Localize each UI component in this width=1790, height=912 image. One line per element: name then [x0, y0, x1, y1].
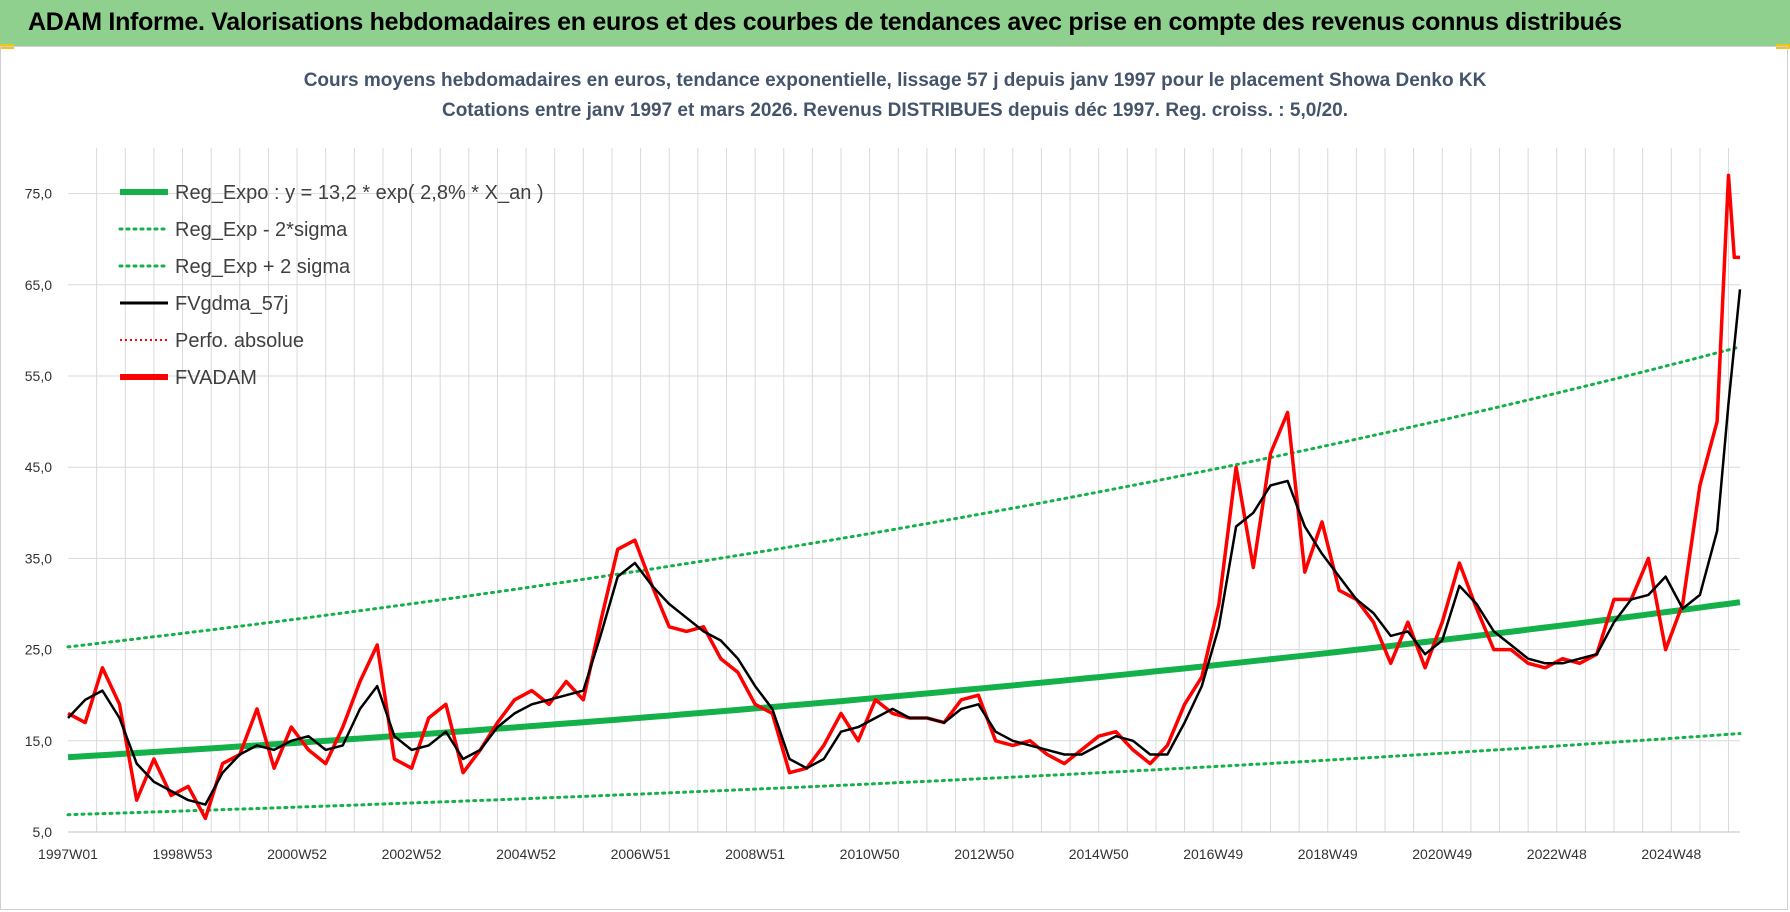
y-tick-label: 65,0 [25, 277, 52, 293]
x-tick-label: 2014W50 [1069, 846, 1129, 862]
x-tick-label: 2018W49 [1298, 846, 1358, 862]
y-tick-label: 35,0 [25, 550, 52, 566]
x-tick-label: 2008W51 [725, 846, 785, 862]
y-tick-label: 5,0 [33, 824, 53, 840]
report-title: ADAM Informe. Valorisations hebdomadaire… [28, 8, 1622, 36]
series-fvgdma-57j [67, 289, 1742, 806]
legend-label: Reg_Exp - 2*sigma [175, 219, 348, 241]
x-tick-label: 1998W53 [153, 846, 213, 862]
report-banner: ADAM Informe. Valorisations hebdomadaire… [0, 0, 1790, 47]
y-tick-label: 45,0 [25, 459, 52, 475]
legend-label: FVgdma_57j [175, 293, 288, 315]
x-tick-label: 2020W49 [1412, 846, 1472, 862]
x-tick-label: 2010W50 [840, 846, 900, 862]
grid [68, 148, 1740, 833]
x-tick-label: 2000W52 [267, 846, 327, 862]
legend: Reg_Expo : y = 13,2 * exp( 2,8% * X_an )… [118, 182, 544, 389]
legend-label: FVADAM [175, 367, 257, 389]
y-tick-label: 55,0 [25, 368, 52, 384]
x-tick-label: 2002W52 [382, 846, 442, 862]
chart-subtitle: Cotations entre janv 1997 et mars 2026. … [442, 100, 1348, 121]
chart-title: Cours moyens hebdomadaires en euros, ten… [304, 70, 1487, 91]
axes: 5,0 15,0 25,0 35,0 45,0 55,0 65,0 75,0 1997W01 19… [25, 186, 1740, 862]
legend-label: Reg_Expo : y = 13,2 * exp( 2,8% * X_an ) [175, 182, 544, 204]
y-tick-label: 75,0 [25, 186, 52, 202]
x-tick-label: 2004W52 [496, 846, 556, 862]
y-tick-label: 25,0 [25, 642, 52, 658]
series-layer [66, 173, 1742, 821]
x-tick-label: 2016W49 [1183, 846, 1243, 862]
x-tick-label: 1997W01 [38, 846, 98, 862]
legend-label: Reg_Exp + 2 sigma [175, 256, 351, 278]
x-tick-label: 2012W50 [954, 846, 1014, 862]
x-tick-label: 2006W51 [611, 846, 671, 862]
chart: 5,0 15,0 25,0 35,0 45,0 55,0 65,0 75,0 1997W01 19… [25, 70, 1742, 862]
x-tick-label: 2024W48 [1641, 846, 1701, 862]
series-reg-plus-2sigma [66, 345, 1742, 649]
x-tick-label: 2022W48 [1527, 846, 1587, 862]
series-reg-minus-2sigma [66, 732, 1742, 817]
legend-label: Perfo. absolue [175, 330, 304, 352]
y-tick-label: 15,0 [25, 733, 52, 749]
